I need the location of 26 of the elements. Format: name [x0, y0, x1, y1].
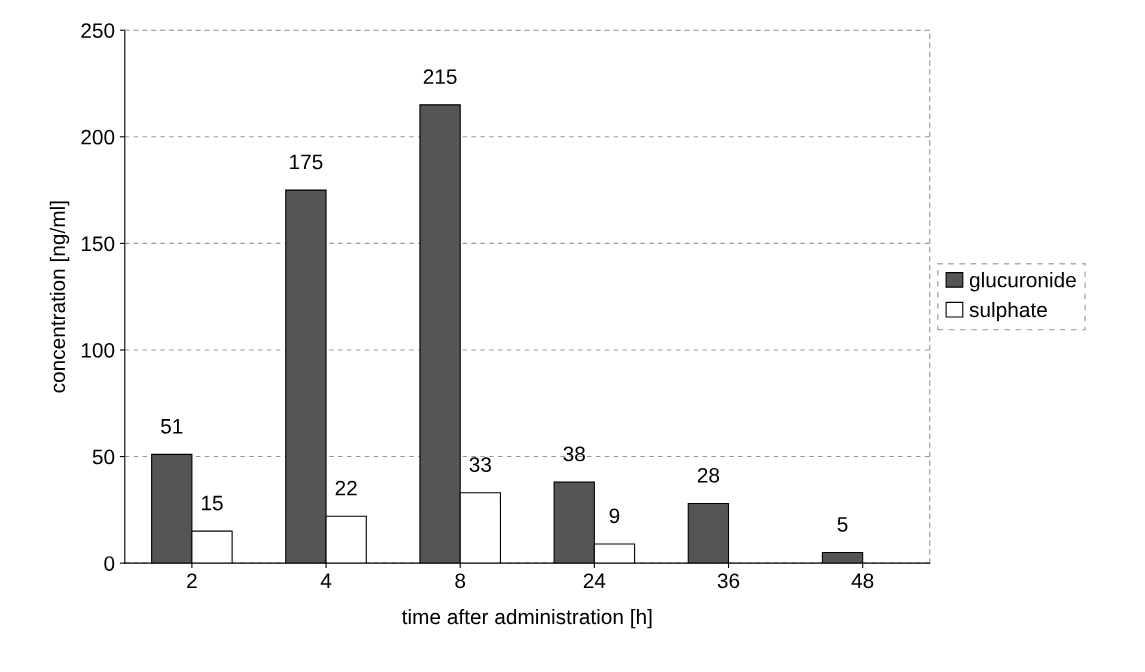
data-label: 5 — [837, 517, 848, 532]
data-label: 215 — [423, 69, 457, 85]
x-axis-title: time after administration [h] — [401, 608, 652, 629]
data-label: 9 — [609, 508, 620, 524]
data-label: 15 — [202, 495, 223, 511]
y-axis-title: concentration [ng/ml] — [49, 201, 70, 393]
y-tick-label: 200 — [81, 129, 115, 145]
x-tick-label: 24 — [583, 573, 606, 588]
y-tick-label: 100 — [81, 342, 115, 358]
legend-label: sulphate — [969, 301, 1047, 322]
y-tick-label: 250 — [81, 23, 115, 38]
x-tick-label: 2 — [187, 573, 197, 588]
data-label: 38 — [563, 446, 585, 462]
data-label: 175 — [290, 154, 323, 170]
data-label: 22 — [335, 480, 357, 496]
data-label: 33 — [469, 457, 491, 473]
y-tick-label: 50 — [92, 449, 115, 465]
x-tick-label: 48 — [851, 573, 874, 589]
legend-label: glucuronide — [969, 272, 1076, 292]
data-label: 28 — [697, 467, 720, 483]
x-tick-label: 8 — [455, 573, 466, 589]
x-tick-label: 4 — [320, 573, 332, 588]
y-tick-label: 0 — [104, 556, 115, 571]
x-tick-label: 36 — [717, 573, 740, 589]
data-label: 51 — [161, 419, 183, 434]
y-tick-label: 150 — [81, 236, 115, 252]
